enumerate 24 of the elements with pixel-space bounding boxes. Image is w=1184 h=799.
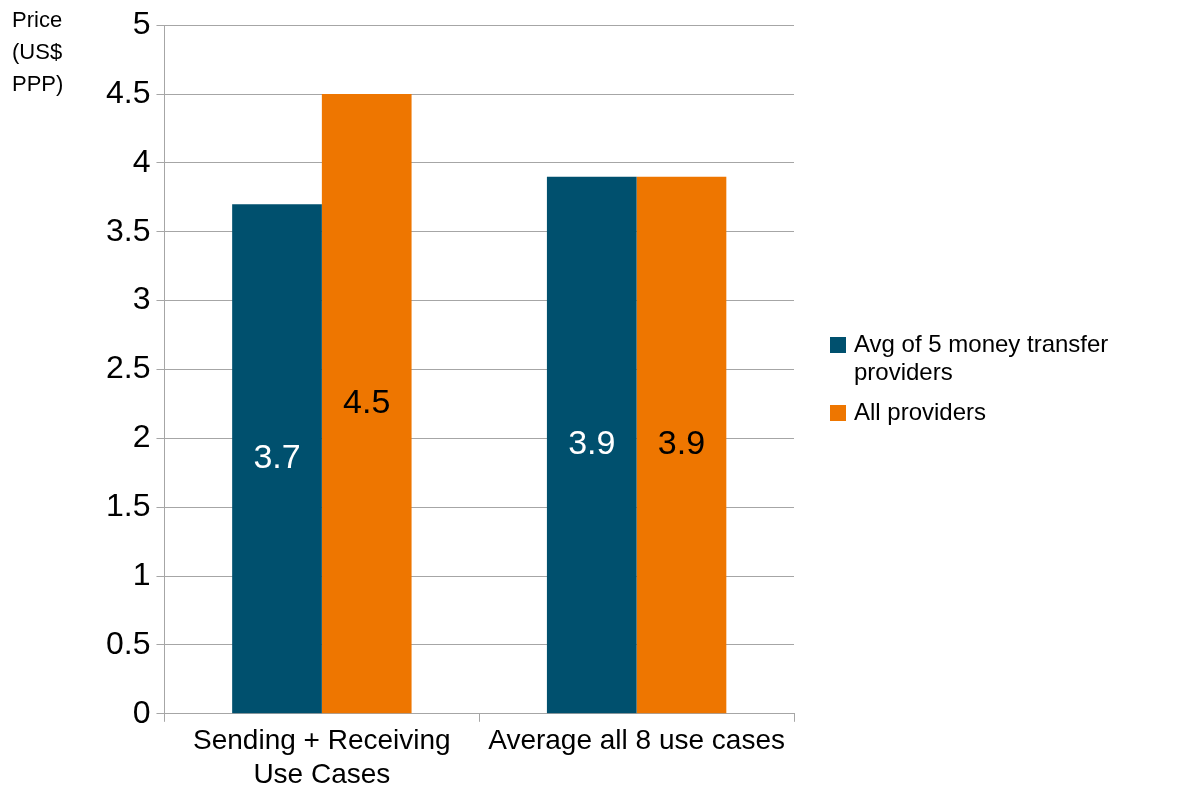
bar — [232, 204, 322, 714]
data-label: 3.9 — [657, 423, 706, 462]
y-tick-label: 0.5 — [106, 624, 151, 661]
y-tick-label: 3.5 — [106, 211, 151, 248]
bar — [321, 94, 412, 714]
y-tick-label: 4 — [132, 142, 151, 179]
y-tick-label: 2 — [132, 418, 151, 455]
x-tick-label: Sending + Receiving Use Cases — [193, 724, 451, 789]
y-tick-label: 3 — [132, 280, 151, 317]
data-label: 4.5 — [343, 382, 391, 421]
y-tick-label: 5 — [132, 5, 151, 42]
y-axis-title: Price (US$ PPP) — [12, 6, 65, 98]
bar — [636, 176, 727, 714]
x-tick-label: Average all 8 use cases — [488, 724, 786, 756]
legend-label: All providers — [854, 398, 987, 426]
data-label: 3.9 — [568, 423, 616, 462]
y-tick-label: 1.5 — [106, 487, 151, 524]
bar — [546, 176, 637, 714]
legend-label: Avg of 5 money transfer providers — [854, 330, 1110, 386]
y-tick-label: 0 — [132, 693, 151, 730]
y-tick-label: 1 — [132, 555, 151, 592]
y-tick-label: 4.5 — [106, 73, 151, 110]
y-tick-label: 2.5 — [106, 349, 151, 386]
data-label: 3.7 — [253, 437, 301, 476]
